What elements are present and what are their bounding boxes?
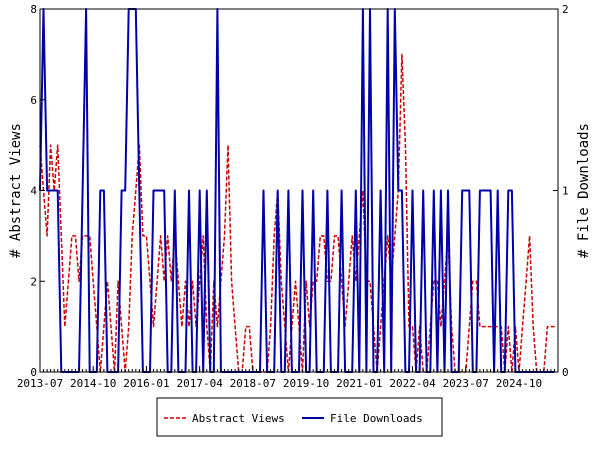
x-tick-label: 2022-04 (389, 377, 436, 390)
x-tick-label: 2018-07 (230, 377, 276, 390)
x-tick-label: 2017-04 (176, 377, 223, 390)
legend: Abstract Views File Downloads (156, 397, 443, 437)
right-y-tick-label: 1 (562, 185, 569, 198)
x-axis: 2013-07 2014-10 2016-01 2017-04 2018-07 2019-… (17, 366, 559, 390)
right-y-tick-label: 0 (562, 366, 569, 379)
series-group (39, 8, 555, 373)
right-y-axis-title: # File Downloads (576, 123, 592, 258)
left-y-tick-label: 6 (30, 94, 37, 107)
left-y-tick-label: 4 (30, 185, 37, 198)
left-y-tick-label: 8 (30, 3, 37, 16)
legend-box (156, 397, 443, 437)
x-tick-label: 2014-10 (70, 377, 116, 390)
legend-label-abstract-views: Abstract Views (192, 412, 285, 425)
x-tick-label: 2019-10 (283, 377, 329, 390)
left-y-axis-title: # Abstract Views (8, 123, 24, 258)
right-y-axis: 0 1 2 (553, 3, 569, 379)
x-tick-label: 2021-01 (336, 377, 382, 390)
x-tick-label: 2016-01 (123, 377, 169, 390)
left-y-tick-label: 2 (30, 275, 37, 288)
x-tick-label: 2013-07 (17, 377, 63, 390)
x-tick-label: 2023-07 (443, 377, 489, 390)
x-tick-label: 2024-10 (496, 377, 542, 390)
legend-label-file-downloads: File Downloads (330, 412, 423, 425)
left-y-tick-label: 0 (30, 366, 37, 379)
right-y-tick-label: 2 (562, 3, 569, 16)
series-line-abstract-views (39, 53, 555, 373)
left-y-axis: 0 2 4 6 8 (30, 3, 45, 379)
